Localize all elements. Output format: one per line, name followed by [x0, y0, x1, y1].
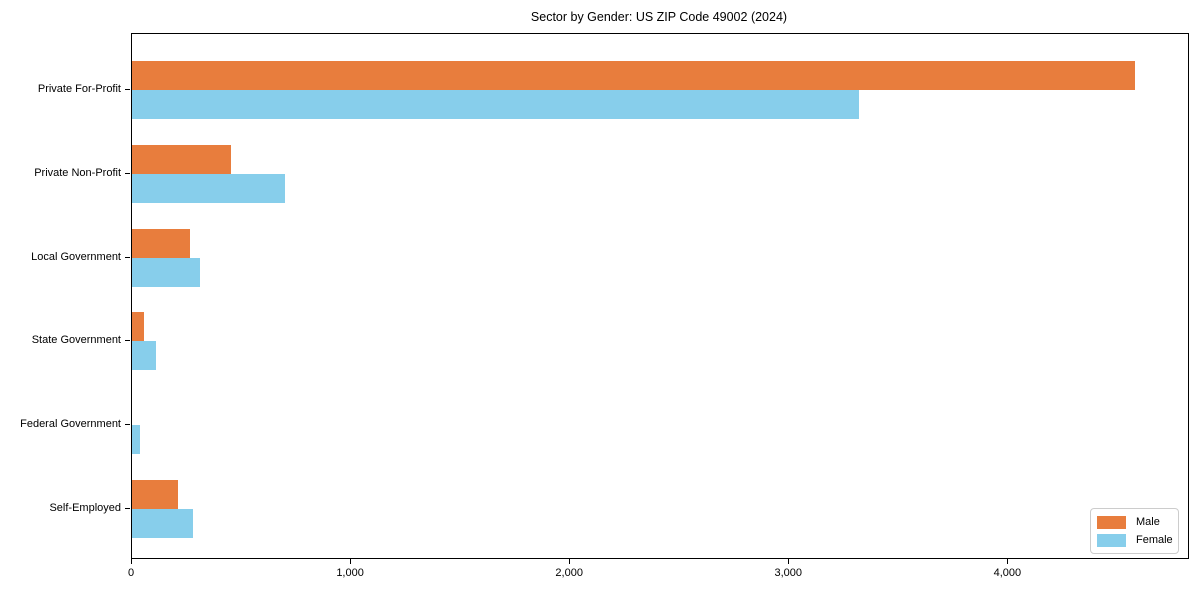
- legend: Male Female: [1090, 508, 1179, 554]
- y-tick-label: Local Government: [31, 250, 121, 263]
- bar-male-0: [132, 61, 1136, 90]
- x-tick-label: 4,000: [993, 567, 1022, 579]
- bar-male-2: [132, 228, 191, 258]
- legend-entry-male: Male: [1097, 513, 1172, 531]
- y-tick-mark: [125, 340, 130, 342]
- chart-title: Sector by Gender: US ZIP Code 49002 (202…: [530, 10, 788, 24]
- x-tick-label: 2,000: [555, 567, 583, 579]
- y-tick-mark: [125, 424, 130, 426]
- bar-female-2: [132, 257, 200, 287]
- y-tick-mark: [125, 89, 130, 90]
- bar-female-1: [132, 173, 286, 203]
- bar-female-3: [132, 341, 157, 371]
- x-tick-label: 1,000: [336, 567, 364, 579]
- bar-male-1: [132, 144, 231, 174]
- x-tick-mark: [1007, 559, 1009, 564]
- y-tick-mark: [125, 508, 130, 509]
- y-tick-label: Private For-Profit: [37, 83, 121, 95]
- x-tick-mark: [788, 559, 790, 564]
- x-tick-mark: [131, 559, 132, 564]
- y-tick-label: State Government: [31, 334, 121, 347]
- y-tick-label: Private Non-Profit: [34, 166, 121, 179]
- bar-female-4: [132, 425, 141, 455]
- y-tick-mark: [125, 172, 130, 174]
- x-tick-label: 0: [127, 567, 135, 579]
- y-tick-label: Federal Government: [20, 418, 121, 431]
- bar-female-5: [132, 509, 194, 538]
- bar-male-5: [132, 480, 178, 509]
- legend-label-female: Female: [1136, 534, 1173, 546]
- plot-area: [131, 33, 1189, 559]
- bars-layer: [132, 34, 1188, 558]
- male-series-swatch: [1097, 515, 1126, 529]
- legend-label-male: Male: [1136, 516, 1160, 528]
- x-tick-mark: [350, 559, 352, 564]
- bar-male-3: [132, 312, 145, 342]
- x-tick-label: 3,000: [774, 567, 803, 579]
- female-series-swatch: [1097, 533, 1126, 547]
- x-tick-mark: [569, 559, 571, 564]
- y-tick-label: Self-Employed: [49, 502, 121, 514]
- y-tick-mark: [125, 256, 130, 258]
- bar-female-0: [132, 90, 860, 119]
- legend-entry-female: Female: [1097, 531, 1173, 549]
